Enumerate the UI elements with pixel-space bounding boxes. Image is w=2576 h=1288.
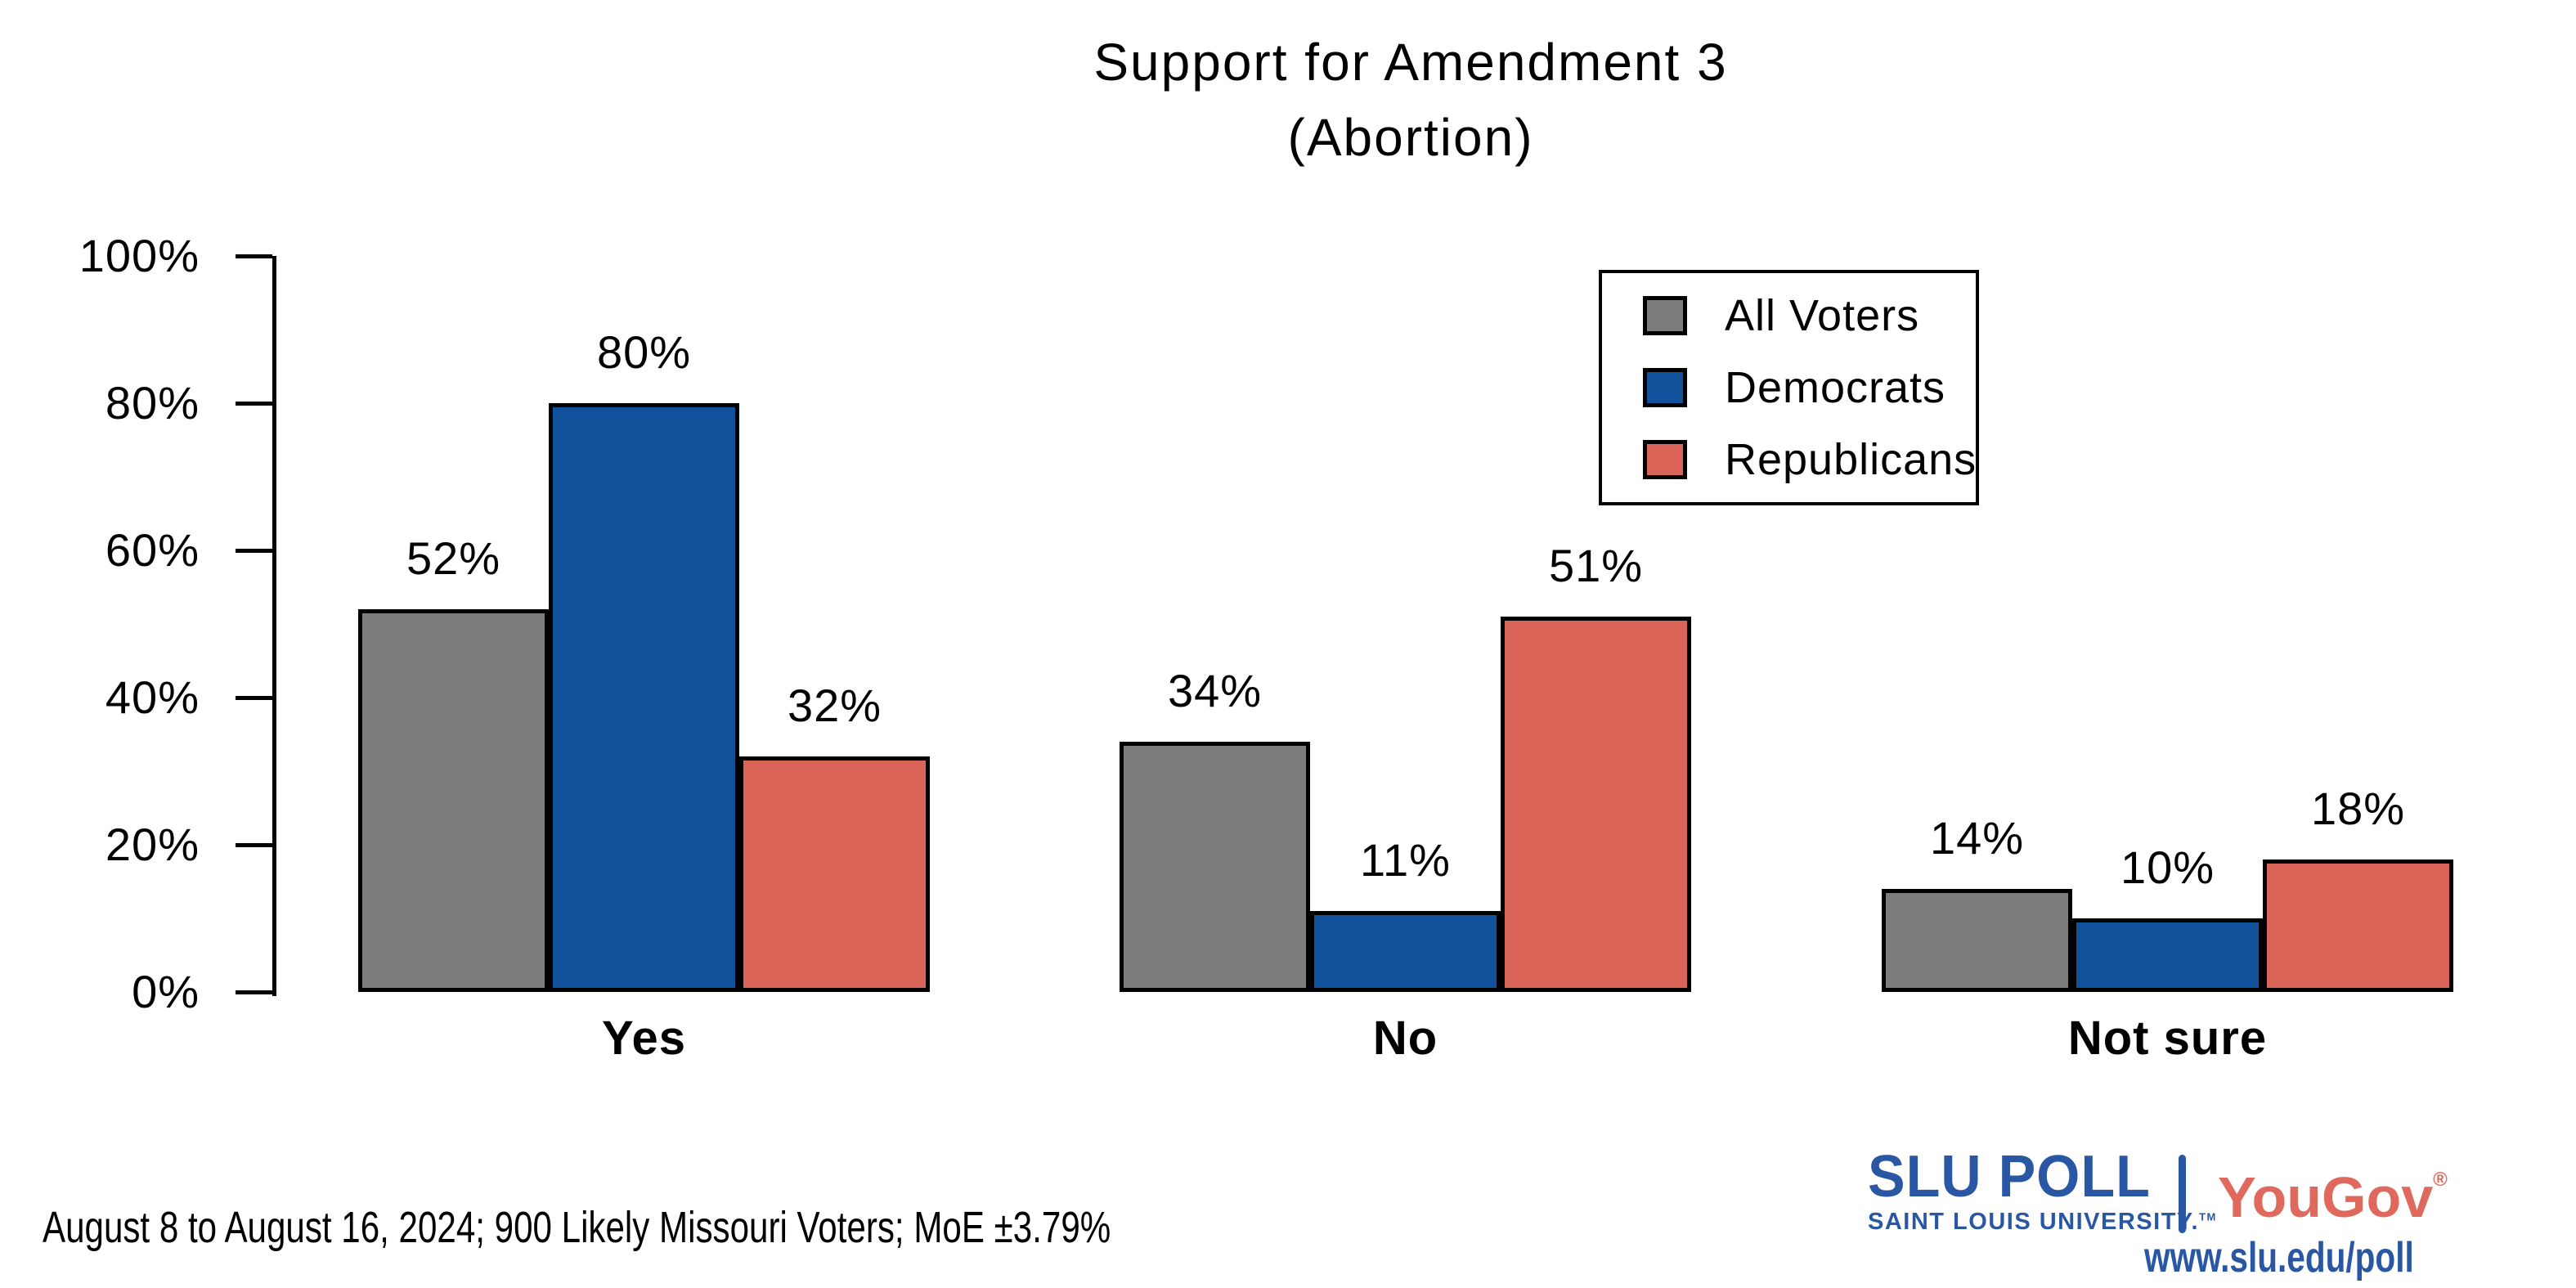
bar-value-label: 51%	[1548, 540, 1644, 591]
bar-yes-republicans	[739, 756, 930, 992]
registered-symbol: ®	[2433, 1169, 2448, 1191]
y-axis-tick	[236, 843, 272, 847]
y-axis-tick-label: 20%	[105, 819, 200, 870]
bar-no-republicans	[1501, 617, 1691, 992]
bar-no-democrats	[1310, 911, 1501, 992]
legend-swatch	[1643, 440, 1687, 479]
bar-value-label: 34%	[1167, 665, 1263, 716]
bar-value-label: 11%	[1360, 834, 1451, 886]
chart-title: Support for Amendment 3 (Abortion)	[274, 25, 2547, 175]
x-axis-category-label: Not sure	[2067, 1012, 2268, 1065]
y-axis-tick	[236, 254, 272, 258]
bar-yes-all-voters	[358, 609, 549, 992]
trademark-symbol: TM	[2199, 1210, 2217, 1223]
legend-label: All Voters	[1725, 291, 1920, 340]
y-axis-tick-label: 80%	[105, 377, 200, 429]
y-axis-tick-label: 100%	[79, 230, 200, 281]
y-axis-tick-label: 0%	[132, 966, 200, 1017]
slu-poll-logo-slu: SLU	[1868, 1144, 1982, 1209]
bar-yes-democrats	[549, 403, 739, 992]
y-axis-tick-label: 40%	[105, 671, 200, 723]
bar-value-label: 80%	[596, 326, 692, 378]
caption: August 8 to August 16, 2024; 900 Likely …	[43, 1203, 1111, 1252]
x-axis-category-label: Yes	[602, 1012, 686, 1065]
legend-swatch	[1643, 296, 1687, 335]
bar-value-label: 18%	[2310, 783, 2406, 834]
legend-item: All Voters	[1643, 290, 1976, 341]
bar-not-sure-all-voters	[1882, 889, 2072, 992]
slu-poll-logo: SLU POLL	[1868, 1143, 2151, 1210]
bar-not-sure-republicans	[2263, 859, 2453, 992]
x-axis-category-label: No	[1372, 1012, 1438, 1065]
legend-label: Democrats	[1725, 363, 1946, 412]
yougov-logo: YouGov®	[2218, 1165, 2448, 1229]
bar-no-all-voters	[1120, 742, 1310, 992]
legend-item: Democrats	[1643, 362, 1976, 413]
slu-poll-logo-poll: POLL	[1998, 1144, 2151, 1209]
legend: All Voters Democrats Republicans	[1599, 270, 1979, 505]
y-axis-line	[272, 256, 276, 996]
y-axis-tick	[236, 402, 272, 406]
y-axis-tick-label: 60%	[105, 524, 200, 576]
legend-swatch	[1643, 368, 1687, 407]
y-axis-tick	[236, 696, 272, 700]
bar-value-label: 52%	[406, 532, 501, 584]
bar-not-sure-democrats	[2072, 918, 2263, 992]
y-axis-tick	[236, 990, 272, 994]
bar-value-label: 14%	[1929, 812, 2025, 864]
slu-subtitle: SAINT LOUIS UNIVERSITY.TM	[1868, 1209, 2217, 1235]
footer-url: www.slu.edu/poll	[2144, 1234, 2414, 1281]
chart-title-line1: Support for Amendment 3	[1093, 33, 1728, 92]
legend-item: Republicans	[1643, 434, 1976, 485]
y-axis-tick	[236, 549, 272, 553]
logo-divider	[2179, 1155, 2186, 1233]
bar-value-label: 10%	[2120, 841, 2215, 893]
bar-value-label: 32%	[787, 680, 882, 731]
chart-title-line2: (Abortion)	[1287, 108, 1534, 167]
legend-label: Republicans	[1725, 435, 1977, 484]
